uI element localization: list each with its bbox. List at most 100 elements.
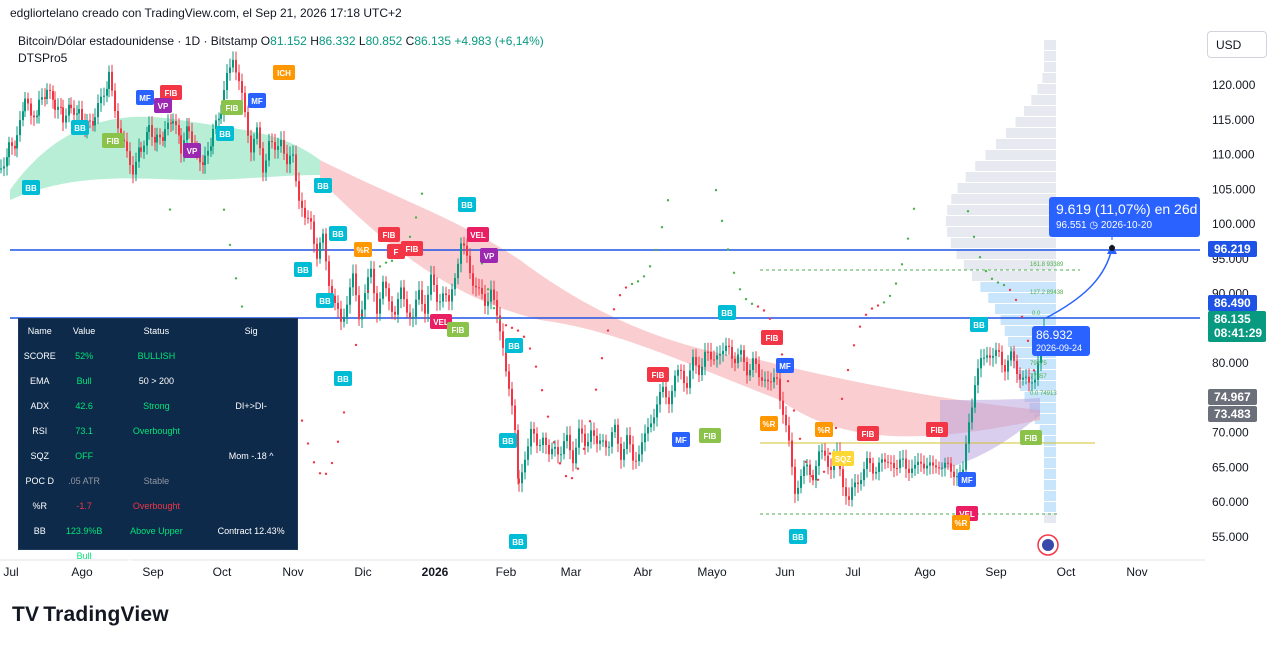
candle-body [379, 298, 381, 314]
symbol-legend[interactable]: Bitcoin/Dólar estadounidense · 1D · Bits… [18, 34, 544, 48]
signal-marker-label: BB [74, 124, 86, 133]
candle-body [265, 160, 267, 173]
candle-body [974, 385, 976, 408]
signal-marker [160, 85, 182, 100]
candle-body [212, 128, 214, 147]
volume-profile-bar [965, 172, 1056, 182]
stats-panel: Name Value Status Sig SCORE 52% BULLISH EMA Bul… [18, 318, 298, 561]
candle-body [1019, 374, 1021, 380]
volume-profile-bar [1015, 117, 1056, 127]
time-axis[interactable]: Jul Ago Sep Oct Nov Dic 2026 Feb Mar Abr Mayo Jun Ju… [0, 559, 1205, 579]
price-tick-label: 120.000 [1212, 78, 1256, 92]
candle-body [1025, 376, 1027, 378]
sar-dot [534, 365, 538, 368]
signal-marker [387, 244, 405, 259]
candle-body [78, 109, 80, 114]
candle-body [989, 355, 991, 358]
candle-body [812, 475, 814, 481]
indicator-name[interactable]: DTSPro5 [18, 51, 68, 65]
candle-body [457, 263, 459, 279]
candle-body [466, 245, 468, 256]
candle-body [662, 386, 664, 392]
signal-marker-label: FIB [107, 137, 120, 146]
candle-body [866, 458, 868, 470]
time-tick-label: Sep [985, 565, 1007, 579]
candle-body [824, 450, 826, 456]
candle-body [686, 383, 688, 388]
candle-body [938, 467, 940, 469]
signal-marker [761, 330, 783, 345]
signal-marker-label: VP [158, 102, 169, 111]
sar-dot [414, 216, 418, 219]
candle-body [1037, 362, 1039, 380]
signal-marker [832, 451, 854, 466]
candle-body [1031, 382, 1033, 384]
chart-attribution: edgliortelano creado con TradingView.com… [10, 6, 402, 20]
sar-dot [1020, 315, 1024, 319]
candle-body [821, 450, 823, 452]
price-tick-label: 115.000 [1212, 113, 1255, 127]
candle-body [207, 150, 209, 156]
signal-marker-label: BB [219, 130, 231, 139]
candle-body [111, 71, 113, 91]
sar-dot [720, 219, 724, 223]
stats-row: FIB Bull Leg 74913 > 86332 GZ 79275 - 80623 [19, 543, 297, 568]
candle-body [126, 141, 128, 152]
stats-row: EMA Bull 50 > 200 [19, 368, 297, 393]
price-axis[interactable]: 55.00060.00065.00070.00075.00080.00085.0… [1212, 78, 1256, 544]
candle-body [809, 464, 811, 476]
signal-marker-label: MF [779, 362, 791, 371]
sar-dot [570, 476, 574, 480]
candle-body [310, 218, 312, 222]
candle-body [175, 121, 177, 126]
last-price-tag: 86.135 08:41:29 [1208, 311, 1266, 342]
sar-dot [990, 277, 994, 281]
candle-body [965, 443, 967, 470]
sar-dot [972, 235, 976, 239]
candle-body [188, 126, 190, 132]
candle-body [677, 369, 679, 376]
low-value: 80.852 [365, 34, 403, 48]
candle-body [505, 347, 507, 372]
volume-profile-bar [1034, 414, 1056, 424]
time-tick-label: Jun [775, 565, 794, 579]
sar-dot [876, 304, 880, 307]
candle-body [460, 243, 462, 264]
sar-dot [588, 420, 592, 423]
currency-selector[interactable]: USD [1207, 31, 1267, 58]
candle-body [148, 125, 150, 133]
candle-body [875, 471, 877, 474]
volume-profile-bar [1044, 491, 1056, 501]
candle-body [8, 142, 10, 158]
candle-body [220, 113, 222, 119]
sar-dot [648, 265, 652, 268]
volume-profile-bar [1039, 425, 1056, 435]
candle-body [328, 261, 330, 286]
sar-dot [312, 461, 316, 464]
candle-body [995, 350, 997, 356]
volume-profile-bar [995, 139, 1056, 149]
volume-profile-bar [1029, 403, 1056, 413]
candle-body [508, 371, 510, 389]
candle-body [129, 151, 131, 166]
sar-dot [492, 306, 496, 310]
tradingview-logo[interactable]: TV TradingView [12, 603, 169, 627]
candle-body [57, 106, 59, 110]
sar-dot [552, 441, 556, 444]
candle-body [818, 451, 820, 467]
candle-body [355, 273, 357, 296]
candle-body [27, 98, 29, 104]
time-tick-label: Dic [354, 565, 371, 579]
candle-body [151, 125, 153, 137]
sar-dot [642, 275, 646, 278]
volume-profile-bar [1044, 51, 1056, 61]
candle-body [581, 428, 583, 434]
sar-dot [498, 318, 502, 321]
candle-body [887, 461, 889, 463]
candle-body [49, 89, 51, 91]
sar-dot [606, 329, 610, 332]
candle-body [367, 277, 369, 294]
candle-body [944, 462, 946, 468]
volume-profile-bar [963, 260, 1056, 270]
candle-body [896, 468, 898, 470]
